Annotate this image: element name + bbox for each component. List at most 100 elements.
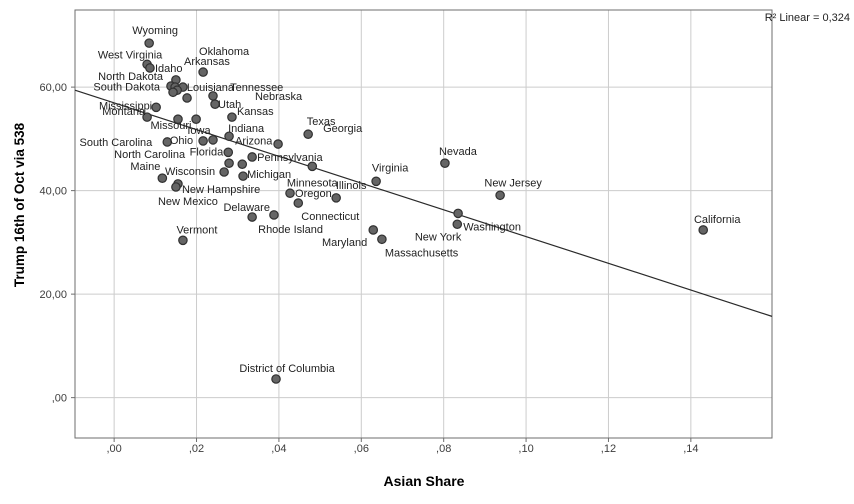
data-point-minnesota [307, 161, 318, 172]
trend-line [74, 89, 773, 317]
point-label: Idaho [155, 63, 183, 75]
data-point-south-carolina [162, 137, 173, 147]
point-label: Rhode Island [258, 224, 323, 236]
data-point-massachusetts [377, 234, 387, 245]
point-label: Oklahoma [199, 46, 250, 58]
x-tick-label: ,04 [271, 443, 286, 455]
x-tick-label: ,00 [106, 443, 121, 455]
data-point-indiana [191, 114, 201, 124]
data-point-mississippi [151, 102, 161, 113]
data-point [237, 159, 248, 170]
point-label: Missouri [151, 120, 192, 132]
x-axis-title: Asian Share [384, 473, 465, 489]
point-label: Ohio [170, 135, 193, 147]
data-point-washington [452, 219, 463, 230]
data-point-ohio [198, 136, 208, 146]
point-label: South Dakota [93, 81, 161, 93]
point-label: Wyoming [132, 25, 178, 37]
data-point-nevada [440, 158, 450, 168]
point-label: Virginia [372, 162, 409, 174]
point-label: Florida [190, 146, 225, 158]
point-label: Illinois [336, 180, 367, 192]
point-markers [142, 38, 709, 384]
point-label: Utah [218, 99, 241, 111]
data-point-missouri [173, 114, 183, 124]
point-label: Wisconsin [165, 166, 215, 178]
point-label: Texas [307, 116, 336, 128]
data-point-kansas [227, 112, 237, 122]
data-point-michigan [238, 171, 248, 181]
x-tick-label: ,10 [518, 443, 533, 455]
point-label: Montana [102, 106, 146, 118]
data-point-florida [223, 147, 234, 158]
data-point-texas [303, 129, 313, 140]
point-label: Nebraska [255, 91, 303, 103]
point-label: Iowa [187, 125, 211, 137]
point-label: California [694, 214, 741, 226]
point-label: District of Columbia [239, 363, 335, 375]
point-label: Arizona [235, 135, 273, 147]
gridlines [75, 10, 772, 438]
data-point-pennsylvania [247, 152, 257, 162]
point-label: North Carolina [114, 149, 186, 161]
data-point-oregon [285, 188, 295, 199]
x-tick-label: ,14 [683, 443, 698, 455]
point-label: Maine [130, 161, 160, 173]
data-point-new-mexico [171, 182, 181, 192]
point-label: Maryland [322, 237, 367, 249]
data-point-iowa [208, 135, 218, 145]
point-label: New Mexico [158, 196, 218, 208]
data-points: Wyoming West Virginia Idaho OklahomaArkansa… [79, 25, 741, 384]
point-label: Pennsylvania [257, 152, 323, 164]
x-tick-label: ,12 [601, 443, 616, 455]
data-point-georgia [273, 139, 283, 149]
data-point-oklahoma [198, 67, 208, 77]
data-point-wyoming [144, 38, 154, 48]
point-label: Connecticut [301, 211, 359, 223]
point-label: Kansas [237, 106, 274, 118]
y-tick-label: 20,00 [39, 289, 67, 301]
point-label: Georgia [323, 123, 363, 135]
data-point-new-jersey [495, 190, 505, 201]
x-tick-label: ,02 [189, 443, 204, 455]
plot-border [74, 9, 773, 439]
point-label: New York [415, 231, 462, 243]
data-point-south-dakota [168, 87, 178, 98]
point-label: West Virginia [98, 49, 163, 61]
data-point-delaware [269, 210, 279, 220]
data-point-montana [142, 112, 152, 122]
point-label: Delaware [223, 202, 269, 214]
point-label: North Dakota [98, 71, 164, 83]
data-point-utah [210, 99, 220, 109]
y-axis-title: Trump 16th of Oct via 538 [12, 122, 27, 287]
r2-annotation: R² Linear = 0,324 [765, 12, 850, 24]
y-tick-label: ,00 [52, 393, 67, 405]
data-point-district-of-columbia [271, 374, 281, 384]
point-label: Massachusetts [385, 247, 459, 259]
data-point-north-carolina [224, 158, 234, 168]
point-label: Michigan [247, 169, 291, 181]
x-tick-label: ,08 [436, 443, 451, 455]
plot-frame [75, 10, 772, 438]
point-label: Tennessee [230, 82, 283, 94]
point-label: New Hampshire [182, 184, 260, 196]
point-label: South Carolina [79, 137, 153, 149]
data-point-wisconsin [219, 167, 229, 177]
tick-labels: ,00 ,02 ,04 ,06 ,08 ,10 ,12 ,14 60,00 40,00 20,00,… [39, 82, 698, 455]
data-point-new-york [453, 208, 463, 219]
data-point-maryland [368, 225, 379, 235]
data-point-rhode-island [247, 212, 257, 222]
y-tick-label: 60,00 [39, 82, 67, 94]
point-label: Indiana [228, 123, 265, 135]
data-point-arizona [224, 131, 234, 142]
point-labels: Wyoming West Virginia Idaho OklahomaArkansa… [79, 25, 741, 375]
point-label: Louisiana [187, 82, 235, 94]
point-label: Minnesota [287, 177, 339, 189]
y-tick-label: 40,00 [39, 186, 67, 198]
x-tick-label: ,06 [354, 443, 369, 455]
point-label: Nevada [439, 146, 478, 158]
data-point-california [698, 225, 709, 235]
data-point-virginia [371, 176, 381, 187]
